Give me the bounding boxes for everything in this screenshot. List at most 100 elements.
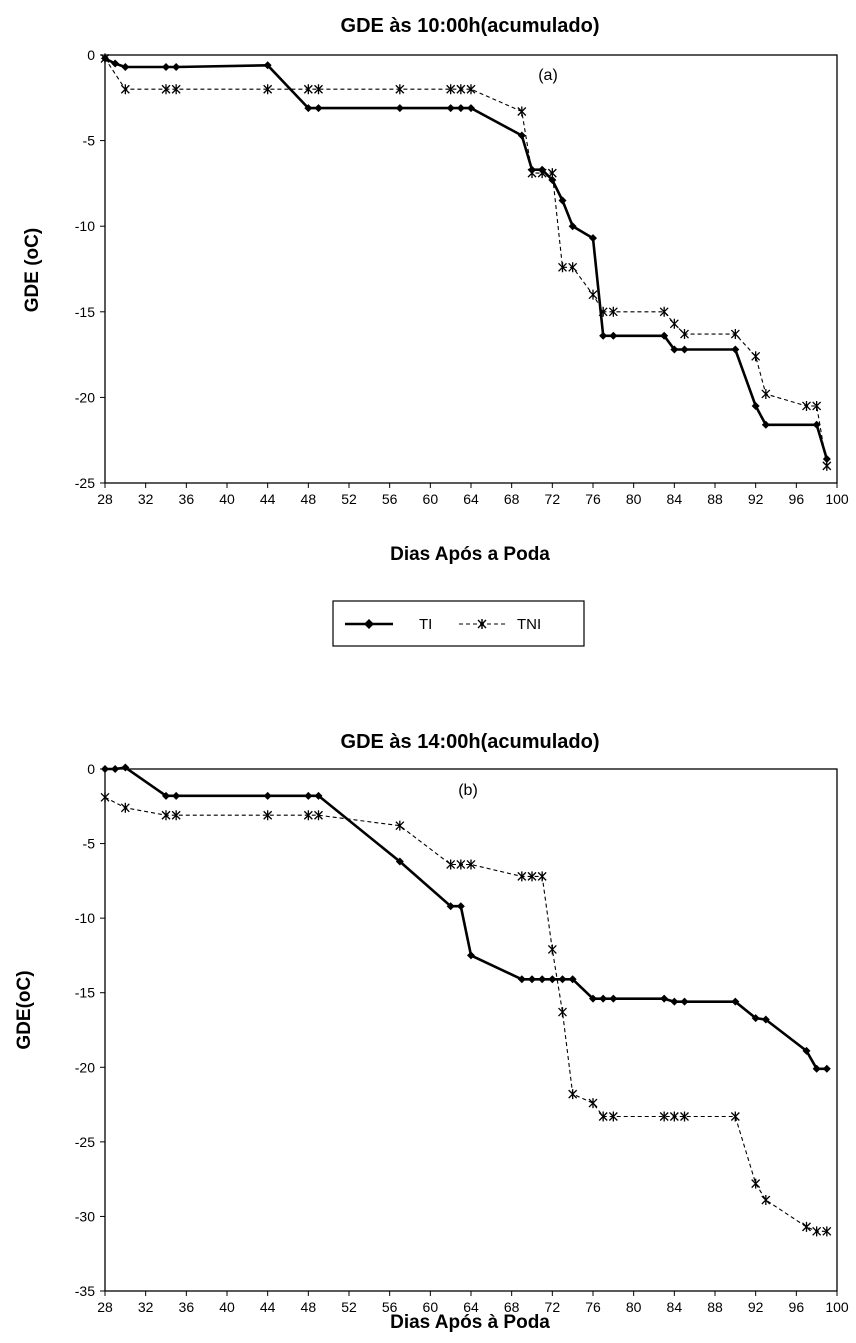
series-ti-point [568, 975, 577, 984]
series-tni-point [608, 306, 618, 317]
series-ti-point [751, 1014, 760, 1023]
series-tni-point [669, 318, 679, 329]
series-tni-point [100, 792, 110, 803]
x-tick-label: 68 [504, 491, 520, 507]
x-tick-label: 92 [748, 1299, 764, 1315]
y-tick-label: -20 [75, 389, 95, 405]
series-tni-point [812, 1226, 822, 1237]
series-ti-point [395, 104, 404, 113]
series-ti-point [589, 234, 597, 243]
series-tni-point [822, 1226, 832, 1237]
series-tni-point [547, 944, 557, 955]
series-tni-point [527, 168, 537, 179]
x-tick-label: 52 [341, 491, 357, 507]
series-ti-point [446, 902, 455, 911]
series-ti-point [609, 331, 618, 340]
x-tick-label: 100 [825, 491, 849, 507]
legend-tni-marker [477, 619, 487, 629]
chart-a-y-ticks: 0 -5 -10 -15 -20 -25 [75, 47, 105, 491]
series-tni-point [802, 1221, 811, 1232]
series-tni-point [680, 329, 689, 340]
chart-b-series [100, 763, 832, 1237]
series-ti-point [456, 902, 465, 911]
series-tni-point [171, 810, 181, 821]
series-ti-point [568, 222, 577, 231]
series-ti-point [609, 994, 618, 1003]
series-ti-point [680, 997, 689, 1006]
series-tni-point [659, 306, 669, 317]
x-tick-label: 76 [585, 1299, 601, 1315]
x-tick-label: 80 [626, 491, 642, 507]
series-ti-point [467, 104, 475, 113]
y-tick-label: -15 [75, 304, 95, 320]
series-ti-point [314, 791, 323, 800]
chart-a-series [100, 53, 832, 471]
series-tni-point [812, 400, 822, 411]
series-ti-point [751, 401, 760, 410]
series-ti-point [101, 765, 109, 773]
chart-a: GDE às 10:00h(acumulado) GDE (oC) Dias A… [22, 15, 849, 565]
series-tni-point [314, 84, 323, 95]
x-tick-label: 36 [179, 491, 195, 507]
series-tni-point [120, 84, 130, 95]
series-tni-point [314, 810, 323, 821]
x-tick-label: 60 [423, 1299, 439, 1315]
chart-a-ylabel: GDE (oC) [22, 228, 43, 312]
legend-ti-label: TI [419, 616, 432, 633]
series-tni-point [669, 1111, 679, 1122]
series-tni-point [558, 1007, 567, 1018]
x-tick-label: 72 [545, 1299, 561, 1315]
series-tni-point [730, 1111, 740, 1122]
x-tick-label: 88 [707, 1299, 723, 1315]
chart-b-xlabel: Dias Após à Poda [390, 1312, 550, 1333]
series-ti-point [395, 857, 404, 866]
series-tni-point [527, 871, 537, 882]
x-tick-label: 48 [301, 1299, 317, 1315]
x-tick-label: 64 [463, 491, 479, 507]
x-tick-label: 52 [341, 1299, 357, 1315]
chart-b: GDE às 14:00h(acumulado) GDE(oC) Dias Ap… [14, 731, 849, 1333]
series-tni-point [263, 810, 273, 821]
x-tick-label: 60 [423, 491, 439, 507]
legend-ti-marker [364, 619, 374, 629]
chart-a-x-ticks: 28 32 36 40 44 48 52 56 60 64 68 72 76 80 84 88 92 96 100 [97, 483, 849, 507]
series-ti-line [105, 766, 827, 1071]
series-ti-point [517, 975, 526, 984]
x-tick-label: 84 [667, 491, 683, 507]
x-tick-label: 28 [97, 1299, 113, 1315]
series-ti-point [680, 345, 689, 354]
x-tick-label: 88 [707, 491, 723, 507]
legend-entry-ti: TI [345, 616, 432, 633]
series-tni-point [456, 859, 466, 870]
series-ti-point [761, 1015, 770, 1024]
series-tni-point [263, 84, 273, 95]
y-tick-label: -20 [75, 1059, 95, 1075]
x-tick-label: 56 [382, 1299, 398, 1315]
x-tick-label: 32 [138, 1299, 154, 1315]
series-tni-point [588, 289, 598, 300]
series-ti-point [517, 131, 526, 140]
series-ti-point [446, 104, 455, 113]
x-tick-label: 28 [97, 491, 113, 507]
series-tni-point [537, 168, 547, 179]
x-tick-label: 96 [789, 491, 805, 507]
series-ti-point [263, 61, 272, 70]
series-tni-point [568, 1089, 578, 1100]
x-tick-label: 68 [504, 1299, 520, 1315]
series-ti-point [111, 59, 120, 68]
series-tni-point [761, 1195, 771, 1206]
legend-tni-label: TNI [517, 616, 541, 633]
series-tni-point [120, 802, 130, 813]
series-ti-point [599, 331, 608, 340]
x-tick-label: 56 [382, 491, 398, 507]
chart-a-plot-area [104, 54, 838, 484]
x-tick-label: 44 [260, 1299, 276, 1315]
y-tick-label: -15 [75, 985, 95, 1001]
series-ti-point [467, 951, 475, 960]
x-tick-label: 76 [585, 491, 601, 507]
series-ti-point [660, 994, 669, 1003]
series-ti-point [731, 345, 740, 354]
series-ti-point [670, 997, 679, 1006]
x-tick-label: 80 [626, 1299, 642, 1315]
